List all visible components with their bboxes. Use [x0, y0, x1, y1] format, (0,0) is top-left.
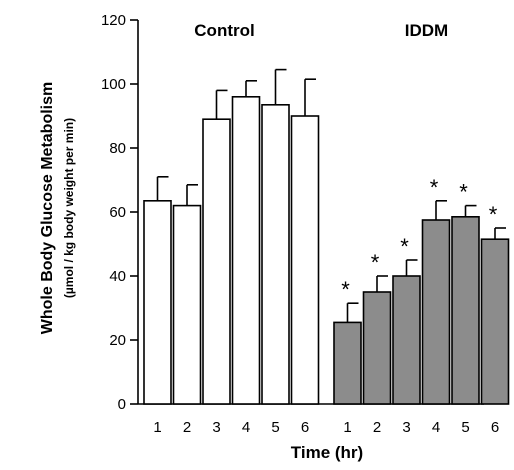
bars: * * * * * *: [143, 68, 510, 405]
bar-iddm-6: [480, 238, 510, 405]
bar-iddm-4: [421, 219, 451, 405]
y-tick-label-0: 0: [118, 396, 126, 413]
group-label-iddm: IDDM: [405, 21, 448, 40]
y-axis-title: Whole Body Glucose Metabolism: [39, 82, 56, 334]
x-tick-label-iddm-1: 1: [343, 419, 351, 436]
y-tick-label-120: 120: [101, 12, 126, 29]
significance-marker-3: *: [400, 234, 409, 259]
significance-marker-1: *: [341, 277, 350, 302]
y-axis-ticks: 0 20 40 60 80 100 120: [101, 12, 138, 413]
group-label-control: Control: [194, 21, 254, 40]
x-tick-label-iddm-4: 4: [432, 419, 440, 436]
bar-iddm-2: [362, 291, 392, 405]
significance-marker-2: *: [371, 250, 380, 275]
bar-control-6: [290, 115, 320, 405]
significance-marker-6: *: [489, 202, 498, 227]
bar-iddm-1: [333, 321, 362, 405]
y-tick-label-20: 20: [109, 332, 126, 349]
y-tick-label-100: 100: [101, 76, 126, 93]
x-tick-label-iddm-3: 3: [402, 419, 410, 436]
x-tick-label-iddm-6: 6: [491, 419, 499, 436]
bar-control-5: [261, 104, 290, 405]
x-axis-title: Time (hr): [291, 443, 363, 462]
significance-marker-5: *: [459, 180, 468, 205]
group-labels: Control IDDM: [194, 21, 448, 40]
bar-control-4: [231, 96, 261, 405]
bar-iddm-5: [451, 216, 480, 405]
bar-control-2: [172, 204, 202, 405]
x-tick-label-control-4: 4: [242, 419, 250, 436]
y-tick-label-80: 80: [109, 140, 126, 157]
x-axis-tick-labels: 1 2 3 4 5 6 1 2 3 4 5 6: [153, 419, 499, 436]
x-tick-label-control-6: 6: [301, 419, 309, 436]
x-tick-label-control-1: 1: [153, 419, 161, 436]
bar-control-1: [143, 200, 172, 405]
x-tick-label-control-5: 5: [271, 419, 279, 436]
y-tick-label-60: 60: [109, 204, 126, 221]
x-tick-label-control-2: 2: [183, 419, 191, 436]
x-tick-label-iddm-5: 5: [461, 419, 469, 436]
y-axis-units: (µmol / kg body weight per min): [62, 118, 76, 298]
x-tick-label-iddm-2: 2: [373, 419, 381, 436]
x-tick-label-control-3: 3: [212, 419, 220, 436]
y-tick-label-40: 40: [109, 268, 126, 285]
bar-iddm-3: [392, 275, 421, 405]
bar-control-3: [202, 118, 231, 405]
significance-marker-4: *: [430, 175, 439, 200]
